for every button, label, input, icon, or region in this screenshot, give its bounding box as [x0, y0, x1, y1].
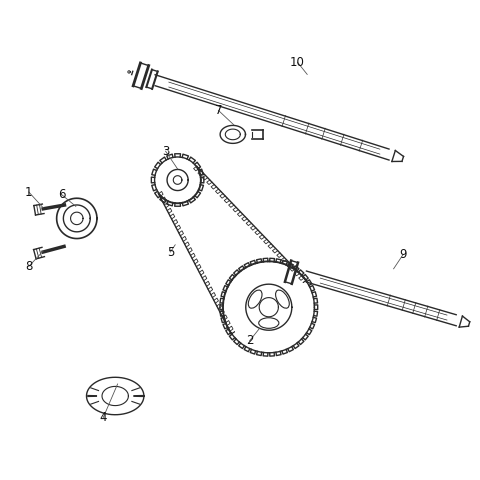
Text: 4: 4 [99, 411, 107, 424]
Text: 1: 1 [25, 185, 33, 199]
Text: 5: 5 [167, 245, 174, 259]
Text: 7: 7 [215, 104, 222, 117]
Text: 6: 6 [58, 188, 65, 201]
Text: 3: 3 [162, 144, 169, 158]
Text: 2: 2 [246, 334, 253, 348]
Text: 8: 8 [25, 260, 33, 273]
Text: 9: 9 [399, 248, 407, 261]
Text: 10: 10 [290, 56, 305, 69]
